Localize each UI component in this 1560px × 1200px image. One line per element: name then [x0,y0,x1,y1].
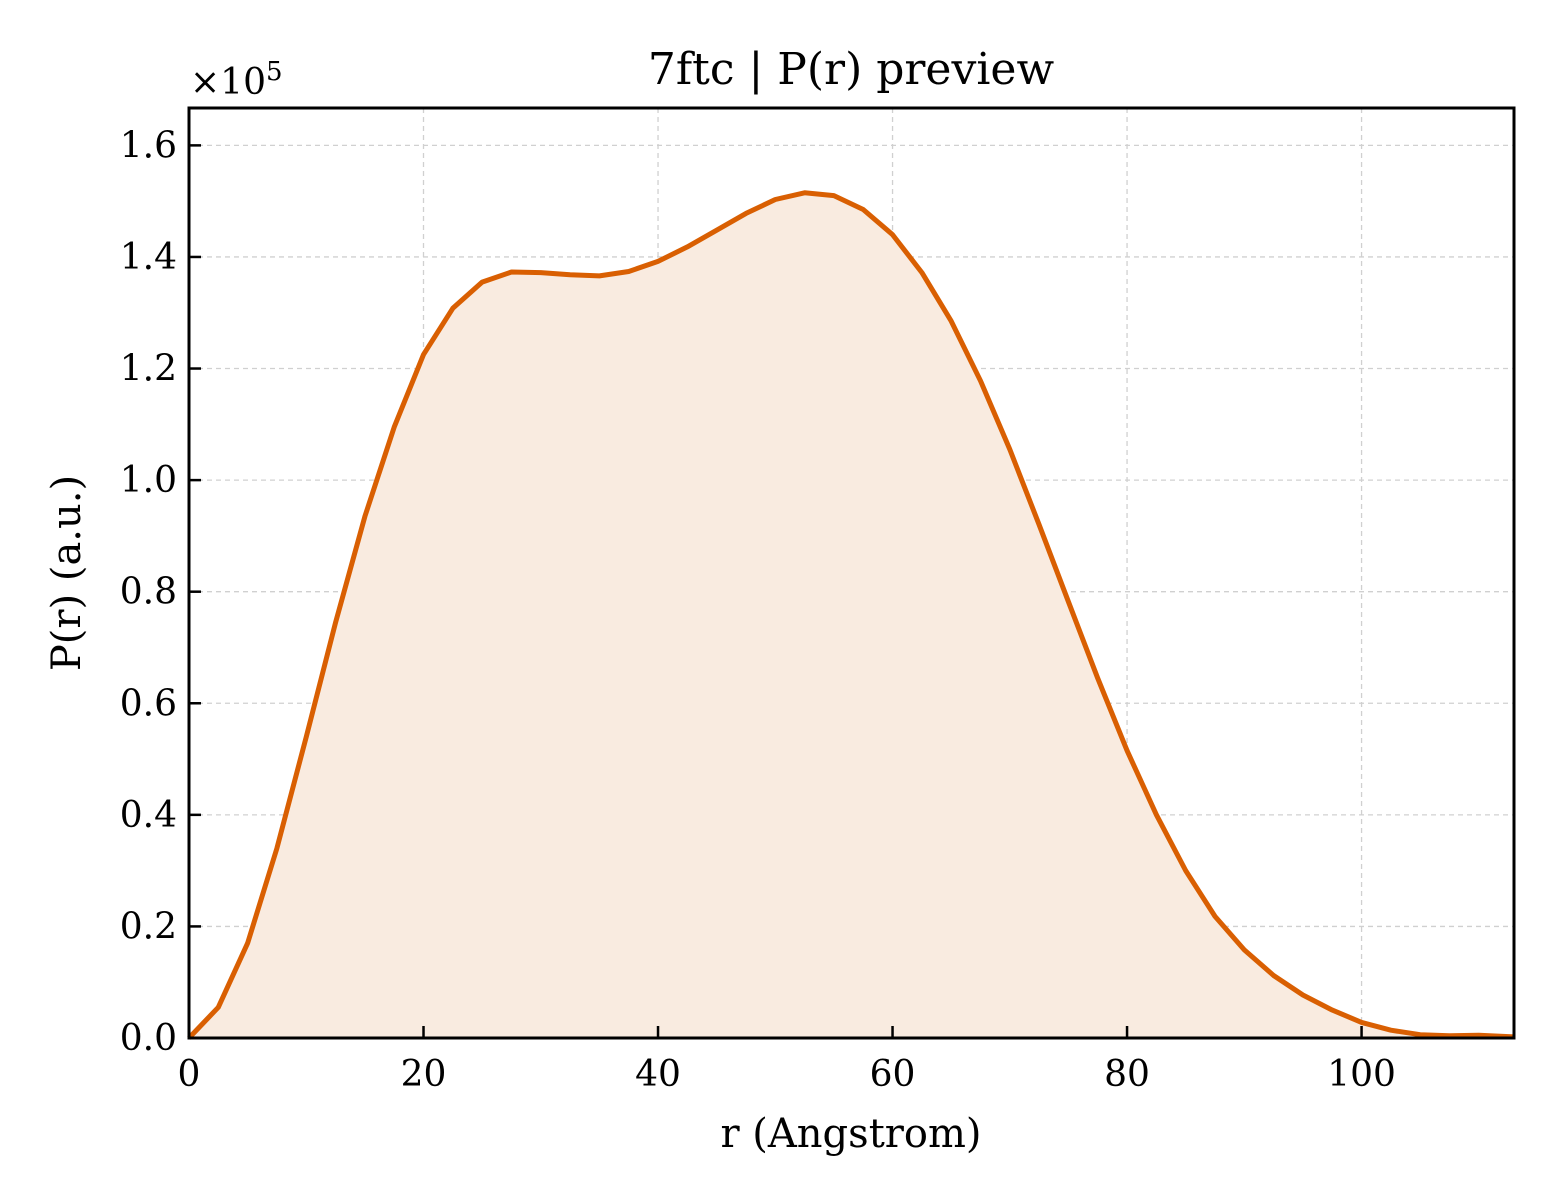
y-tick-label: 0.0 [120,1018,177,1059]
y-tick-label: 1.4 [120,237,177,278]
y-tick-label: 0.2 [120,906,177,947]
pr-area-fill [189,192,1514,1039]
x-tick-label: 0 [178,1054,201,1095]
y-axis-label: P(r) (a.u.) [44,475,90,671]
x-tick-label: 100 [1327,1054,1396,1095]
y-tick-label: 0.8 [120,572,177,613]
plot-frame [187,106,1516,1040]
y-tick-label: 1.0 [120,460,177,501]
tick-layer: 0 20 40 60 80 100 0.0 0.2 0.4 0.6 0.8 1.0 1.2 1.4 1.6 [120,125,1396,1095]
y-tick-label: 0.6 [120,683,177,724]
x-tick-label: 40 [635,1054,681,1095]
x-tick-label: 60 [870,1054,916,1095]
y-tick-label: 0.4 [120,795,177,836]
y-tick-label: 1.6 [120,125,177,166]
pr-data-line [187,190,1515,1040]
x-tick-label: 80 [1104,1054,1150,1095]
x-axis-label: r (Angstrom) [720,1111,981,1157]
y-axis-multiplier: ×105 [190,57,283,103]
chart-title: 7ftc | P(r) preview [648,44,1055,95]
y-tick-label: 1.2 [120,349,177,390]
x-tick-label: 20 [401,1054,447,1095]
